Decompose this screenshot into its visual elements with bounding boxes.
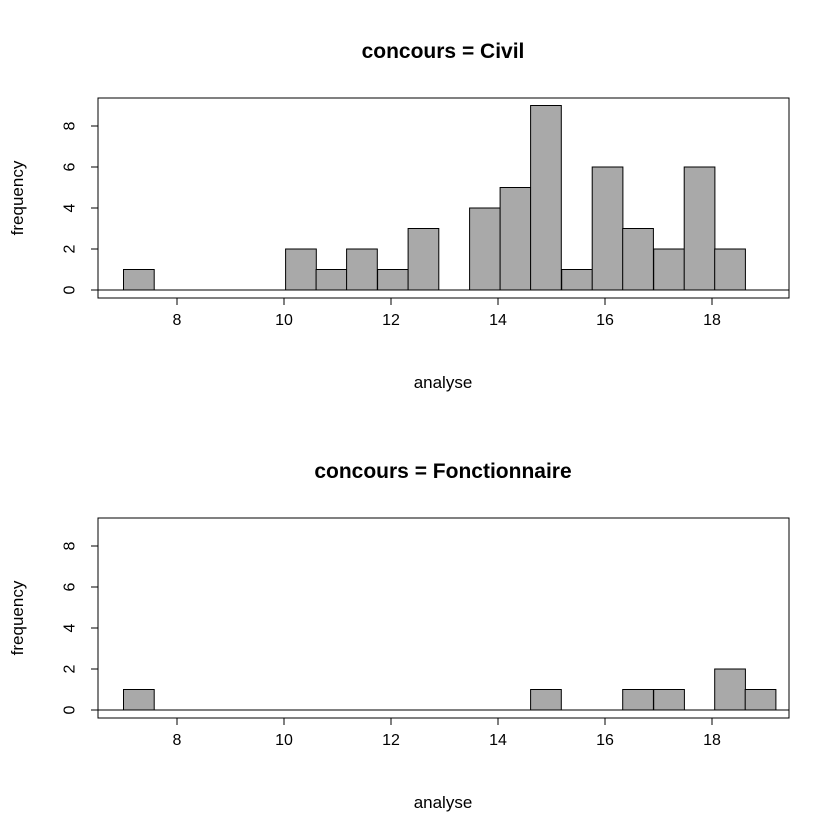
histogram-bar bbox=[499, 187, 532, 291]
x-tick-label: 10 bbox=[275, 732, 293, 749]
panel-civil: concours = Civil analyse frequency 8 10 12… bbox=[8, 40, 790, 392]
y-tick-label: 2 bbox=[62, 664, 79, 673]
x-tick-label: 14 bbox=[489, 732, 507, 749]
histogram-bar bbox=[622, 689, 654, 711]
x-tick-label: 8 bbox=[173, 312, 182, 329]
panel-title: concours = Fonctionnaire bbox=[314, 460, 571, 483]
x-tick-label: 16 bbox=[596, 732, 614, 749]
y-tick-label: 8 bbox=[62, 121, 79, 130]
plot-area: 8 10 12 14 16 18 0 2 4 6 8 bbox=[62, 97, 790, 329]
x-tick-label: 14 bbox=[489, 312, 507, 329]
histogram-bar bbox=[285, 248, 317, 291]
histogram-bar bbox=[530, 105, 562, 291]
x-axis-label: analyse bbox=[414, 793, 473, 812]
y-tick-label: 0 bbox=[62, 705, 79, 714]
histogram-bar bbox=[561, 269, 593, 291]
y-tick-label: 8 bbox=[62, 541, 79, 550]
y-tick-label: 2 bbox=[62, 244, 79, 253]
histogram-bar bbox=[653, 689, 685, 711]
x-tick-label: 16 bbox=[596, 312, 614, 329]
y-tick-label: 6 bbox=[62, 582, 79, 591]
histogram-bar bbox=[683, 166, 716, 291]
plot-frame bbox=[97, 97, 790, 299]
histogram-bar bbox=[123, 269, 155, 291]
x-tick-label: 18 bbox=[703, 732, 721, 749]
plot-area: 8 10 12 14 16 18 0 2 4 6 8 bbox=[62, 517, 790, 749]
histogram-bar bbox=[714, 248, 746, 291]
y-tick-label: 6 bbox=[62, 162, 79, 171]
y-tick-label: 4 bbox=[62, 203, 79, 212]
panel-title: concours = Civil bbox=[362, 40, 525, 63]
x-tick-label: 18 bbox=[703, 312, 721, 329]
histogram-bar bbox=[315, 269, 348, 291]
x-tick-label: 12 bbox=[382, 732, 400, 749]
x-tick-label: 8 bbox=[173, 732, 182, 749]
histogram-bar bbox=[653, 248, 685, 291]
y-tick-label: 0 bbox=[62, 285, 79, 294]
x-axis-label: analyse bbox=[414, 373, 473, 392]
x-tick-label: 12 bbox=[382, 312, 400, 329]
plot-frame bbox=[97, 517, 790, 719]
x-tick-label: 10 bbox=[275, 312, 293, 329]
histogram-bar bbox=[591, 166, 624, 291]
histogram-bar bbox=[123, 689, 155, 711]
histogram-bar bbox=[744, 689, 777, 711]
histogram-bar bbox=[469, 207, 501, 291]
histogram-bar bbox=[622, 228, 654, 291]
histogram-bar bbox=[714, 668, 746, 711]
panel-fonctionnaire: concours = Fonctionnaire analyse frequen… bbox=[8, 460, 790, 812]
y-axis-label: frequency bbox=[8, 160, 27, 235]
histogram-bar bbox=[530, 689, 562, 711]
y-axis-label: frequency bbox=[8, 580, 27, 655]
histogram-bar bbox=[377, 269, 409, 291]
histogram-bar bbox=[407, 228, 440, 291]
y-tick-label: 4 bbox=[62, 623, 79, 632]
histogram-bar bbox=[346, 248, 378, 291]
